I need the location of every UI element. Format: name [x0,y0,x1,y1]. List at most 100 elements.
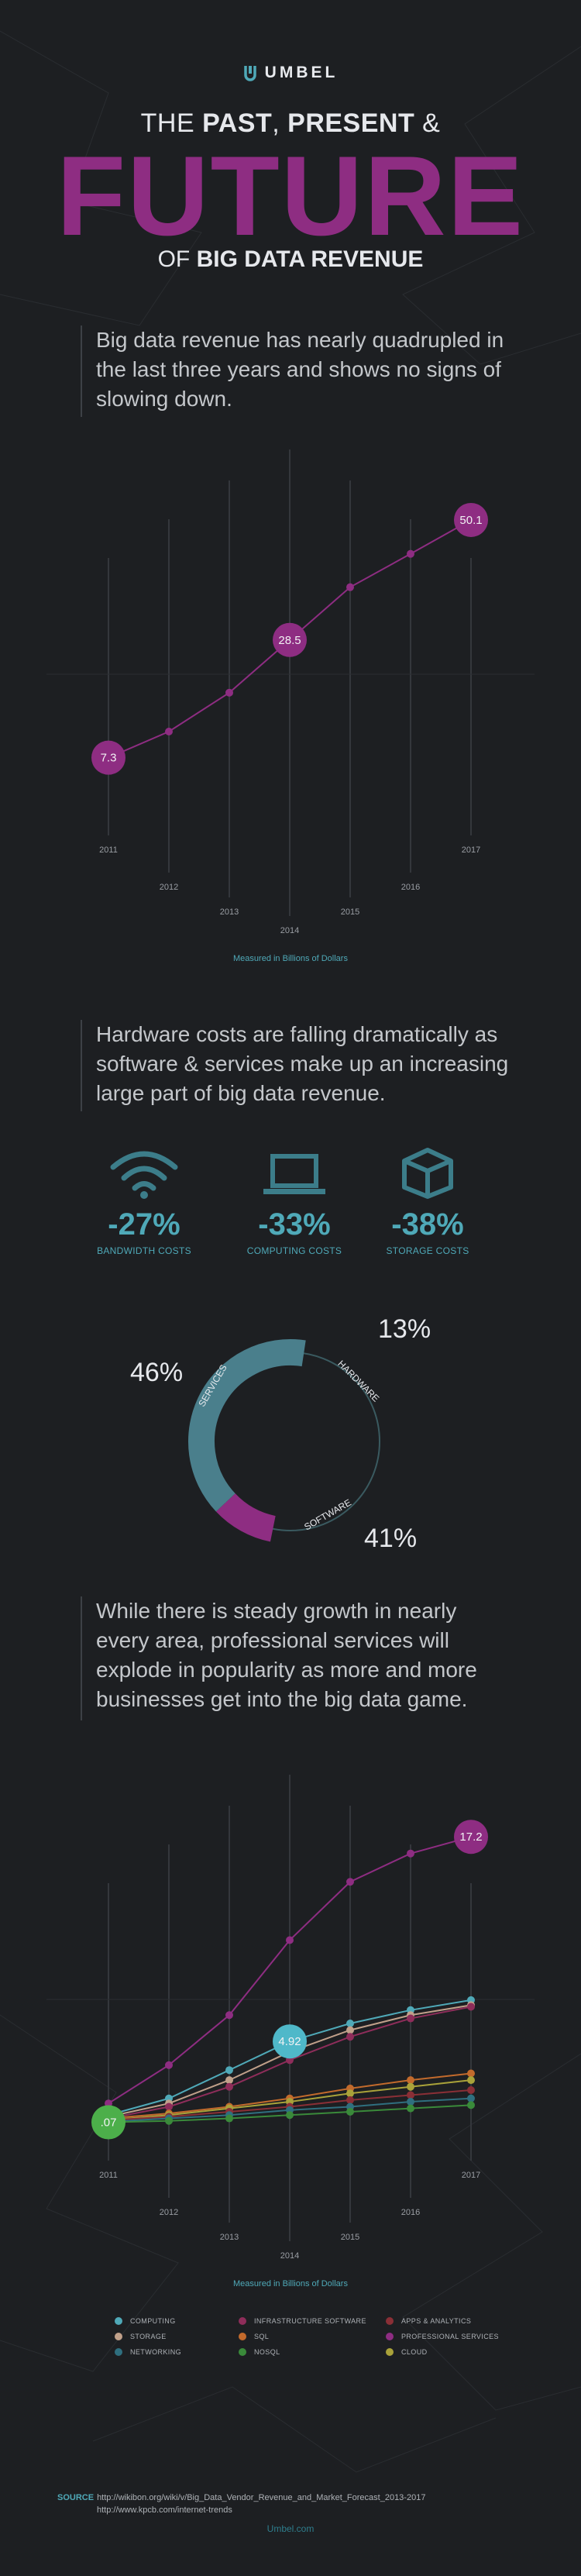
data-label: 4.92 [278,2035,301,2048]
data-point [407,2076,414,2085]
stat-storage-value: -38% [391,1207,464,1242]
data-point [407,2082,414,2091]
x-tick-label: 2011 [99,2171,118,2180]
donut-software-label: SOFTWARE [302,1497,353,1533]
data-point [286,2111,294,2120]
stat-computing-label: COMPUTING COSTS [246,1245,342,1256]
donut-services-pct: 46% [130,1358,184,1387]
site-link[interactable]: Umbel.com [266,2523,315,2534]
data-point [346,2020,354,2027]
data-point [346,2026,354,2034]
stat-storage: -38% STORAGE COSTS [350,1145,505,1256]
data-label-bubble [454,502,488,537]
data-label: 17.2 [459,1830,482,1844]
data-point [346,1878,354,1886]
stat-bandwidth: -27% BANDWIDTH COSTS [67,1145,222,1256]
axis-caption: Measured in Billions of Dollars [233,2279,348,2288]
x-tick-label: 2012 [160,2208,178,2217]
data-point [225,688,233,697]
data-label: 50.1 [459,514,482,527]
data-label-bubble [273,2024,307,2059]
source-label: SOURCE [57,2493,95,2502]
data-point [165,2116,173,2125]
data-point [165,2061,173,2069]
data-point [407,549,414,558]
x-tick-label: 2014 [280,2251,299,2261]
legend-dot [386,2333,394,2340]
x-tick-label: 2015 [341,907,359,917]
data-point [346,2096,354,2104]
legend-item: CLOUD [386,2348,510,2356]
legend-item: PROFESSIONAL SERVICES [386,2333,510,2340]
data-point [346,2107,354,2116]
legend-item: INFRASTRUCTURE SOFTWARE [239,2317,378,2325]
data-point [225,2011,233,2020]
legend-item: NOSQL [239,2348,378,2356]
legend-item: APPS & ANALYTICS [386,2317,510,2325]
headline-line3: OF BIG DATA REVENUE [157,246,424,272]
x-tick-label: 2013 [220,2233,239,2242]
revenue-line-chart: 2011 2012 2013 2014 2015 2016 2017 Measured in … [46,449,535,963]
x-tick-label: 2012 [160,883,178,892]
legend-dot [115,2333,122,2340]
x-tick-label: 2014 [280,926,299,935]
axis-caption: Measured in Billions of Dollars [233,954,348,963]
data-point [407,2091,414,2099]
legend-item: STORAGE [115,2333,231,2340]
brand-logo: UMBEL [0,64,581,82]
data-point [346,2033,354,2041]
donut-software-pct: 41% [364,1524,418,1553]
x-tick-label: 2015 [341,2233,359,2242]
data-point [407,2098,414,2106]
wifi-icon [110,1151,178,1199]
donut-hardware-arc [215,1493,277,1542]
section2-intro: Hardware costs are falling dramatically … [81,1020,538,1111]
x-tick-label: 2017 [462,845,480,855]
source-citation: SOURCE http://wikibon.org/wiki/v/Big_Data… [57,2492,425,2516]
legend-dot [239,2348,246,2356]
data-label: 7.3 [101,752,117,765]
data-point [467,2003,475,2011]
data-point [225,2066,233,2075]
data-point [407,2104,414,2113]
data-point [165,2102,173,2111]
stat-bandwidth-value: -27% [108,1207,180,1242]
data-point [467,2094,475,2102]
x-tick-label: 2011 [99,845,118,855]
legend-dot [239,2317,246,2325]
legend-item: SQL [239,2333,378,2340]
legend-dot [115,2348,122,2356]
donut-software-arc [188,1339,306,1512]
legend-dot [386,2348,394,2356]
data-point [346,583,354,591]
data-point [346,2089,354,2098]
box-icon [402,1148,453,1199]
section1-intro: Big data revenue has nearly quadrupled i… [81,325,514,417]
data-point [467,2086,475,2094]
brand-name: UMBEL [264,64,339,81]
stat-computing: -33% COMPUTING COSTS [217,1145,372,1256]
data-label: 28.5 [278,634,301,647]
data-label-bubble [91,2105,125,2140]
data-point [165,728,173,735]
legend-dot [239,2333,246,2340]
source-link-1[interactable]: http://wikibon.org/wiki/v/Big_Data_Vendo… [97,2493,426,2502]
data-label-bubble [91,740,125,775]
data-point [225,2082,233,2091]
data-label-bubble [454,1820,488,1855]
data-point [467,2076,475,2085]
data-label-bubble [273,622,307,657]
source-link-2[interactable]: http://www.kpcb.com/internet-trends [97,2505,232,2515]
data-point [467,2101,475,2109]
x-tick-label: 2017 [462,2171,480,2180]
umbel-logo-icon [243,66,256,81]
data-point [407,1849,414,1858]
donut-hardware-label: HARDWARE [335,1359,381,1404]
data-point [467,2069,475,2078]
x-tick-label: 2016 [401,883,420,892]
legend-item: NETWORKING [115,2348,231,2356]
legend-item: COMPUTING [115,2317,231,2325]
stat-storage-label: STORAGE COSTS [386,1245,469,1256]
x-tick-label: 2013 [220,907,239,917]
